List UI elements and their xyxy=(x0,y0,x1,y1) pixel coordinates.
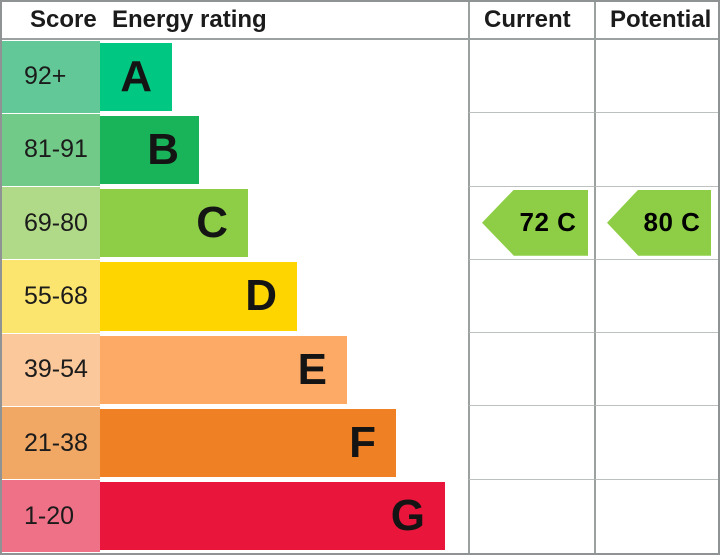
score-range-b: 81-91 xyxy=(24,135,88,164)
potential-rating-label: 80 C xyxy=(643,207,701,238)
score-range-g: 1-20 xyxy=(24,501,75,530)
score-cell-d: 55-68 xyxy=(2,260,100,333)
score-cell-b: 81-91 xyxy=(2,113,100,187)
score-cell-c: 69-80 xyxy=(2,187,100,260)
header-current: Current xyxy=(468,2,594,38)
band-rows: 92+ A 81-91 B 69-80 C 72 C 80 C xyxy=(2,40,718,553)
band-row-c: 69-80 C 72 C 80 C xyxy=(2,186,718,260)
rating-bar-e: E xyxy=(100,335,347,404)
current-cell-f xyxy=(468,406,594,480)
potential-cell-b xyxy=(594,113,718,187)
rating-cell-e: E xyxy=(100,333,468,406)
rating-bar-f: F xyxy=(100,408,396,478)
rating-bar-d: D xyxy=(100,262,297,331)
band-letter-e: E xyxy=(297,344,327,394)
rating-bar-c: C xyxy=(100,189,248,258)
header-energy-rating-label: Energy rating xyxy=(112,6,267,33)
rating-bar-g: G xyxy=(100,482,445,551)
header-energy-rating: Energy rating xyxy=(100,2,468,38)
score-cell-f: 21-38 xyxy=(2,406,100,480)
potential-cell-d xyxy=(594,259,718,334)
score-range-d: 55-68 xyxy=(24,281,88,310)
header-current-label: Current xyxy=(484,6,571,33)
current-cell-c: 72 C xyxy=(468,186,594,260)
band-letter-a: A xyxy=(120,51,152,101)
score-range-e: 39-54 xyxy=(24,355,88,384)
rating-bar-b: B xyxy=(100,115,199,185)
current-cell-g xyxy=(468,479,594,553)
score-range-a: 92+ xyxy=(24,62,67,91)
header-score-label: Score xyxy=(30,6,97,33)
score-range-c: 69-80 xyxy=(24,208,88,237)
band-letter-d: D xyxy=(245,271,277,321)
band-letter-f: F xyxy=(349,418,376,468)
rating-cell-f: F xyxy=(100,406,468,479)
current-cell-d xyxy=(468,259,594,334)
potential-rating-arrow: 80 C xyxy=(607,189,711,256)
band-row-b: 81-91 B xyxy=(2,113,718,187)
band-letter-c: C xyxy=(196,198,228,248)
rating-cell-b: B xyxy=(100,113,468,186)
header-potential: Potential xyxy=(594,2,718,38)
band-row-d: 55-68 D xyxy=(2,259,718,334)
score-cell-e: 39-54 xyxy=(2,333,100,406)
chart-header: Score Energy rating Current Potential xyxy=(2,2,718,40)
rating-cell-c: C xyxy=(100,187,468,260)
band-letter-g: G xyxy=(390,491,425,541)
potential-cell-g xyxy=(594,479,718,553)
score-range-f: 21-38 xyxy=(24,428,88,457)
potential-cell-f xyxy=(594,406,718,480)
potential-cell-a xyxy=(594,40,718,114)
rating-cell-a: A xyxy=(100,40,468,113)
current-cell-b xyxy=(468,113,594,187)
band-row-a: 92+ A xyxy=(2,40,718,114)
band-row-f: 21-38 F xyxy=(2,406,718,480)
current-cell-a xyxy=(468,40,594,114)
potential-cell-e xyxy=(594,333,718,407)
current-cell-e xyxy=(468,333,594,407)
score-cell-a: 92+ xyxy=(2,40,100,113)
rating-bar-a: A xyxy=(100,42,172,111)
header-score: Score xyxy=(2,2,100,38)
band-row-e: 39-54 E xyxy=(2,333,718,407)
current-rating-arrow: 72 C xyxy=(482,189,588,256)
current-rating-label: 72 C xyxy=(519,207,577,238)
rating-cell-d: D xyxy=(100,260,468,333)
band-letter-b: B xyxy=(147,124,179,174)
header-potential-label: Potential xyxy=(610,6,712,33)
potential-cell-c: 80 C xyxy=(594,186,718,260)
band-row-g: 1-20 G xyxy=(2,479,718,553)
rating-cell-g: G xyxy=(100,480,468,553)
score-cell-g: 1-20 xyxy=(2,480,100,553)
